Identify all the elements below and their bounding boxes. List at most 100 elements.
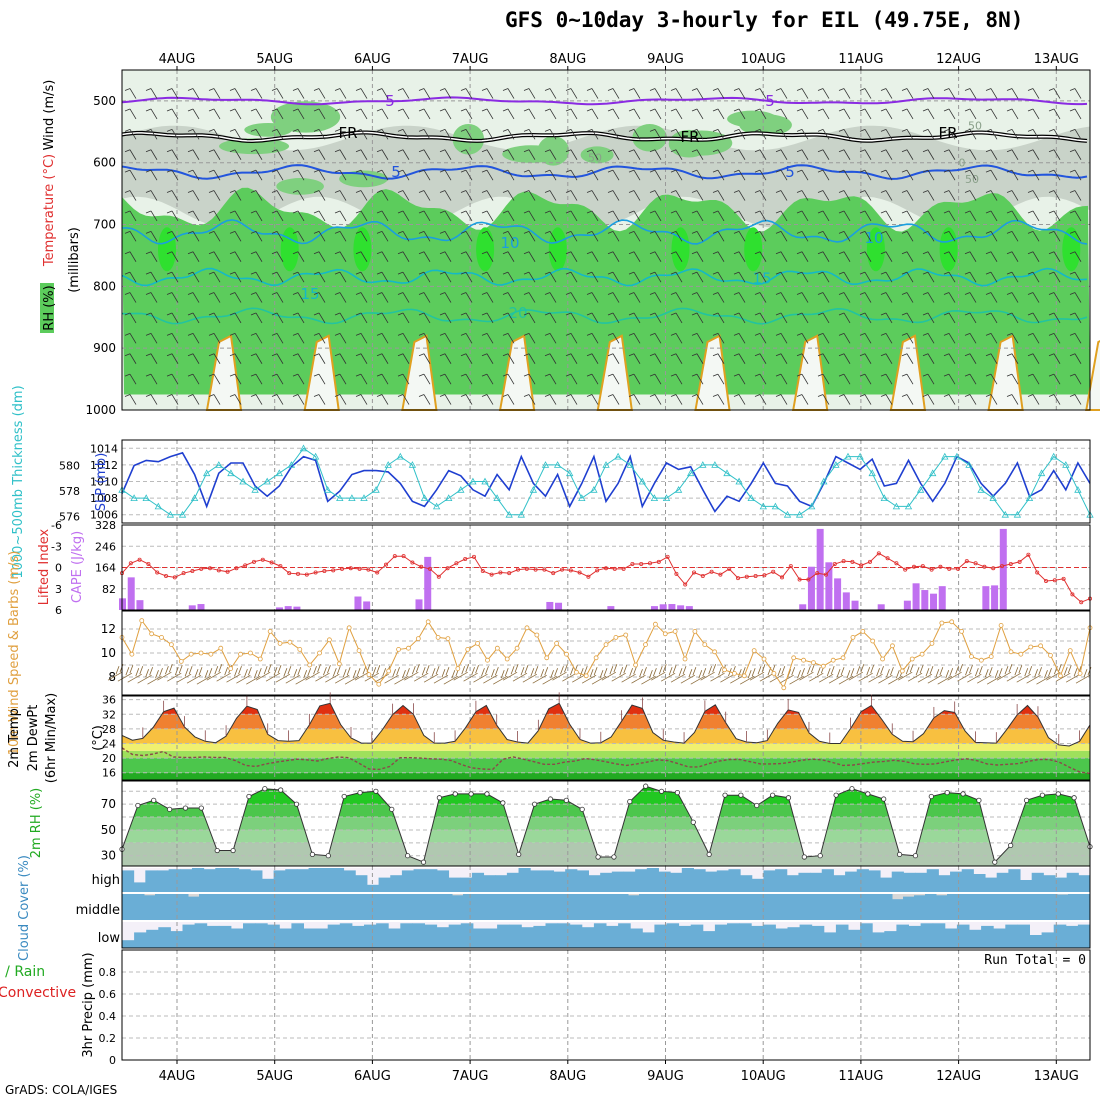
wind-barb	[334, 108, 347, 120]
wind-barb	[334, 210, 347, 222]
wind-barb	[607, 332, 620, 344]
wind-barb	[565, 230, 578, 242]
lifted-index-point	[947, 566, 952, 571]
cloud-cell-high	[133, 882, 146, 892]
cape-bar	[842, 592, 850, 610]
wind-barb	[1006, 88, 1019, 99]
cloud-cell-middle	[639, 894, 651, 920]
cloud-cell-middle	[694, 894, 706, 920]
wind-barb	[1006, 210, 1019, 222]
wind-barb	[1027, 251, 1040, 262]
wind-barb	[565, 394, 578, 405]
cloud-cell-middle	[518, 894, 530, 920]
wind-barb	[250, 353, 263, 364]
cloud-cell-high	[495, 875, 508, 892]
wind-barb	[649, 230, 662, 242]
wind-speed-point	[198, 650, 204, 656]
wind-barb	[292, 251, 305, 262]
wind-speed-point	[415, 636, 421, 641]
wind-barb	[943, 271, 956, 283]
wind-barb	[796, 332, 809, 344]
wind-barb	[817, 394, 830, 405]
cloud-cell-low	[472, 928, 486, 948]
wind-10m-barb	[127, 666, 144, 683]
wind-barb	[817, 149, 830, 160]
wind-barb	[859, 88, 872, 99]
wind-barb	[733, 169, 746, 181]
wind-speed-point	[682, 656, 688, 662]
wind-10m-barb	[641, 668, 657, 685]
rh-point	[516, 851, 522, 858]
wind-speed-point	[257, 656, 263, 662]
wind-barb	[229, 169, 242, 181]
cloud-cell-high	[693, 869, 706, 892]
wind-barb	[628, 190, 641, 201]
rh-point	[674, 789, 681, 796]
cloud-cell-high	[973, 874, 986, 892]
wind-barb	[250, 108, 263, 120]
wind-barb	[565, 149, 578, 160]
wind-barb	[355, 251, 368, 262]
wind-barb	[544, 292, 557, 303]
cloud-cell-middle	[342, 894, 354, 920]
wind-barb	[460, 149, 473, 160]
cloud-cell-middle	[562, 894, 574, 920]
cloud-cell-high	[565, 869, 578, 892]
cloud-cell-low	[1005, 924, 1018, 948]
wind-barb	[145, 271, 158, 283]
wind-barb	[208, 271, 221, 283]
wind-barb	[292, 353, 305, 364]
wind-barb	[145, 312, 158, 324]
wind-barb	[334, 353, 347, 364]
wind-barb	[1069, 210, 1082, 222]
cloud-cell-high	[751, 878, 764, 892]
rh-point	[658, 788, 665, 794]
wind-barb	[943, 373, 956, 385]
wind-barb	[229, 332, 242, 344]
wind-10m-barb	[898, 664, 914, 681]
lifted-index-point	[322, 569, 327, 574]
wind-barb	[460, 332, 473, 344]
wind-barb	[796, 230, 809, 242]
cloud-cell-high	[518, 868, 531, 892]
wind-barb	[985, 394, 998, 405]
wind-barb	[754, 394, 767, 405]
wind-barb	[607, 353, 620, 364]
wind-10m-barb	[611, 665, 628, 682]
wind-barb	[943, 108, 956, 120]
lifted-index-point	[331, 568, 336, 573]
wind-barb	[1069, 292, 1082, 303]
slp-marker	[965, 461, 973, 468]
wind-tick-label: 8	[108, 670, 116, 684]
wind-barb	[292, 88, 305, 99]
slp-marker	[723, 469, 731, 477]
wind-barb	[880, 230, 893, 242]
wind-10m-barb	[1026, 667, 1042, 684]
cape-bar	[293, 606, 301, 610]
wind-barb	[922, 108, 935, 120]
wind-speed-point	[741, 673, 747, 679]
wind-barb	[754, 373, 767, 385]
wind-10m-barb	[986, 668, 1003, 685]
cloud-cell-low	[388, 928, 401, 948]
wind-speed-point	[623, 632, 629, 638]
rh-patch	[270, 101, 341, 133]
wind-10m-barb	[977, 667, 993, 684]
wind-barb	[502, 373, 515, 385]
cloud-cell-middle	[529, 894, 541, 920]
cloud-cell-low	[969, 929, 982, 948]
wind-barb	[523, 230, 536, 242]
wind-barb	[1027, 169, 1040, 181]
cloud-cell-high	[588, 875, 601, 892]
wind-barb	[712, 373, 725, 385]
cloud-cell-middle	[199, 894, 211, 920]
wind-barb	[523, 292, 536, 303]
wind-barb	[985, 128, 998, 140]
slp-marker	[130, 494, 138, 501]
rh-point	[357, 789, 363, 796]
cloud-cell-middle	[265, 894, 277, 920]
rh-point	[452, 791, 458, 797]
wind-barb	[1069, 373, 1082, 385]
rh-axis-label: RH (%)	[42, 285, 57, 330]
wind-speed-point	[267, 629, 273, 634]
